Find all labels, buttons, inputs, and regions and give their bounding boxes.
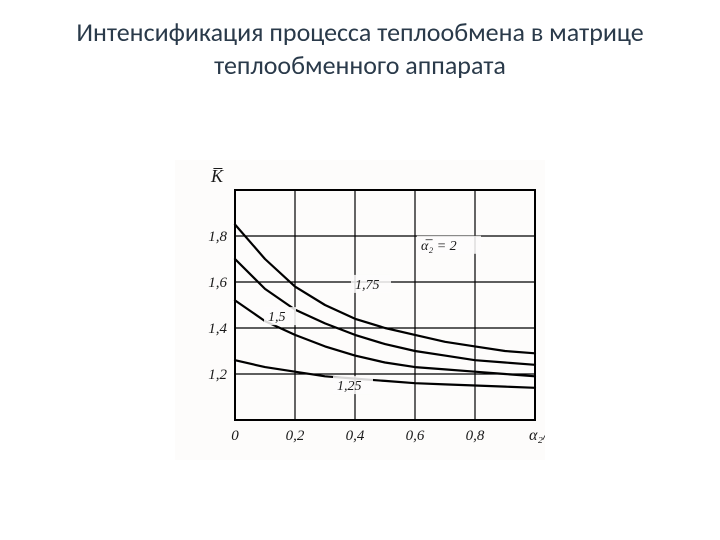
- y-tick-label: 1,4: [208, 321, 227, 337]
- curve-label: 1,25: [337, 379, 362, 394]
- chart-svg: 1,2 1,4 1,6 1,8 0 0,2 0,4 0,6 0,8 K̅ α₂/α₁ α̅₂ = 2 1…: [175, 160, 545, 460]
- y-tick-label: 1,2: [208, 367, 227, 383]
- chart-bg: [175, 160, 545, 460]
- x-tick-label: 0: [231, 428, 239, 444]
- x-tick-label: 0,2: [286, 428, 305, 444]
- curve-label: 1,5: [268, 310, 286, 325]
- y-axis-title: K̅: [210, 166, 224, 186]
- x-tick-label: 0,4: [346, 428, 365, 444]
- x-axis-title: α₂/α₁: [529, 427, 545, 444]
- y-tick-label: 1,8: [208, 229, 227, 245]
- chart: 1,2 1,4 1,6 1,8 0 0,2 0,4 0,6 0,8 K̅ α₂/α₁ α̅₂ = 2 1…: [175, 160, 545, 460]
- x-tick-label: 0,8: [466, 428, 485, 444]
- curve-label: α̅₂ = 2: [421, 239, 457, 254]
- y-tick-label: 1,6: [208, 275, 227, 291]
- curve-label: 1,75: [355, 278, 380, 293]
- x-tick-label: 0,6: [406, 428, 425, 444]
- slide-title: Интенсификация процесса теплообмена в ма…: [40, 16, 680, 81]
